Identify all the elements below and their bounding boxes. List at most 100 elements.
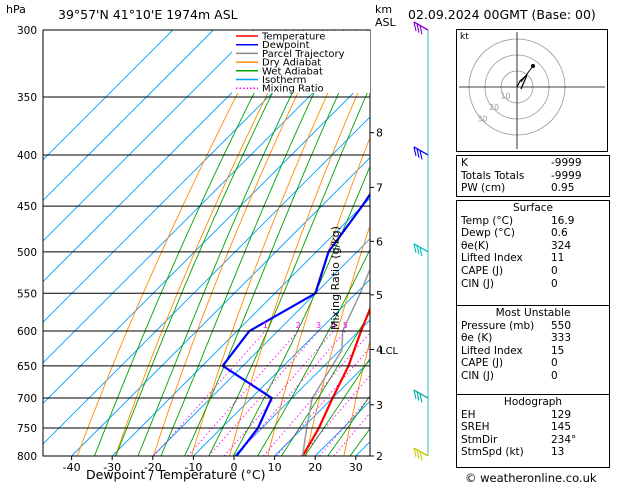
legend-label: Isotherm <box>262 75 306 86</box>
legend-label: Mixing Ratio <box>262 84 324 95</box>
legend-label: Temperature <box>261 32 325 43</box>
index-value: 0.95 <box>551 182 575 195</box>
index-label: PW (cm) <box>461 182 506 195</box>
wind-barb-flag <box>413 146 417 157</box>
pressure-tick-label: 500 <box>17 247 37 259</box>
index-value: -9999 <box>551 157 582 169</box>
surface-value: 11 <box>551 252 565 265</box>
hpa-label: hPa <box>6 3 26 16</box>
wind-barb-flag <box>416 391 420 401</box>
hodograph-trace <box>520 65 534 83</box>
km-tick-label: 7 <box>376 181 383 194</box>
most-unstable-box: Most Unstable Pressure (mb) 550 θe (K) 333… <box>456 305 610 395</box>
isotherm-line <box>43 35 370 364</box>
wind-barb <box>413 447 429 457</box>
pressure-tick-label: 800 <box>17 451 37 463</box>
x-tick-label: 10 <box>268 461 282 474</box>
isotherm-line <box>43 75 370 405</box>
wind-barb-flag <box>413 243 417 253</box>
wind-barb <box>413 389 429 399</box>
x-tick-label: -10 <box>184 461 202 474</box>
wind-barb <box>413 146 429 156</box>
wind-barb-flag <box>413 21 417 32</box>
hodograph-kt-label: kt <box>460 32 469 42</box>
hodo-label: StmSpd (kt) <box>461 446 524 459</box>
wind-barb-flag <box>416 245 420 255</box>
hodo-value: 145 <box>551 421 572 434</box>
wind-barb-flag <box>419 150 423 160</box>
mu-value: 333 <box>551 332 572 345</box>
mu-label: CAPE (J) <box>461 357 504 370</box>
wind-barb-flag <box>419 247 423 257</box>
copyright-text[interactable]: © weatheronline.co.uk <box>465 471 597 485</box>
hodo-value: 234° <box>551 433 577 446</box>
most-unstable-title: Most Unstable <box>495 307 571 319</box>
pressure-tick-label: 450 <box>17 201 37 213</box>
mixing-ratio-line <box>153 330 266 456</box>
surface-value: 0 <box>551 277 558 290</box>
lcl-label: LCL <box>380 346 399 357</box>
wind-barb-flag <box>416 449 420 459</box>
hodograph-ring-label: 20 <box>489 103 499 112</box>
mixing-ratio-line <box>333 412 370 456</box>
surface-value: 16.9 <box>551 214 575 227</box>
wind-barb-flag <box>419 393 423 403</box>
mixing-ratio-label: 5 <box>343 321 348 330</box>
isotherm-line <box>43 30 255 242</box>
hodograph-ring-label: 30 <box>477 115 487 124</box>
surface-label: Dewp (°C) <box>461 227 515 240</box>
indices-box: K -9999 Totals Totals -9999 PW (cm) 0.95 <box>456 155 610 197</box>
mixing-ratio-label: 2 <box>296 321 301 330</box>
wet-adiabat-line <box>304 357 370 456</box>
x-tick-label: 0 <box>231 461 238 474</box>
isotherm-line <box>43 30 295 283</box>
x-tick-label: -30 <box>103 461 121 474</box>
asl-label: ASL <box>375 16 396 29</box>
legend-label: Dewpoint <box>262 40 310 51</box>
hodograph-table-box: Hodograph EH 129 SREH 145 StmDir 234° StmSp… <box>456 394 610 468</box>
km-tick-label: 4 <box>376 343 383 356</box>
mu-value: 0 <box>551 369 558 382</box>
pressure-tick-label: 550 <box>17 288 37 300</box>
mixing-ratio-axis-label: Mixing Ratio (g/kg) <box>329 226 342 330</box>
mu-value: 0 <box>551 357 558 370</box>
surface-label: CAPE (J) <box>461 264 504 277</box>
series-line-temperature <box>301 306 370 456</box>
hodograph-ring-label: 10 <box>500 92 510 101</box>
pressure-tick-label: 400 <box>17 150 37 162</box>
mu-value: 550 <box>551 319 572 332</box>
wind-barb <box>413 243 429 253</box>
index-label: Totals Totals <box>461 169 525 182</box>
hodo-label: EH <box>461 408 476 421</box>
wind-barb-flag <box>419 25 423 35</box>
pressure-tick-label: 750 <box>17 423 37 435</box>
surface-title: Surface <box>512 202 553 214</box>
pressure-tick-label: 650 <box>17 361 37 373</box>
surface-label: Lifted Index <box>461 252 523 265</box>
mixing-ratio-line <box>236 330 346 456</box>
km-label: km <box>375 3 393 16</box>
legend-label: Wet Adiabat <box>262 66 323 77</box>
mu-label: Pressure (mb) <box>461 319 535 332</box>
mu-label: θe (K) <box>461 332 493 345</box>
pressure-tick-label: 300 <box>17 25 37 37</box>
location-label: 39°57'N 41°10'E 1974m ASL <box>58 7 238 22</box>
wind-barb-flag <box>416 23 420 33</box>
mu-value: 15 <box>551 344 565 357</box>
hodograph-panel: 10 20 30 kt <box>456 29 608 152</box>
pressure-tick-label: 700 <box>17 393 37 405</box>
isotherm-line <box>43 30 174 161</box>
wet-adiabat-line <box>327 395 370 456</box>
km-tick-label: 2 <box>376 450 383 463</box>
isotherm-line <box>43 30 214 202</box>
surface-value: 324 <box>551 239 572 252</box>
surface-value: 0 <box>551 264 558 277</box>
wet-adiabat-line <box>281 311 370 456</box>
wind-barb-flag <box>413 389 417 400</box>
km-tick-label: 6 <box>376 235 383 248</box>
isotherm-line <box>111 197 370 456</box>
mixing-ratio-label: 3 <box>316 321 321 330</box>
isotherm-line <box>274 359 370 456</box>
x-tick-label: 20 <box>308 461 322 474</box>
